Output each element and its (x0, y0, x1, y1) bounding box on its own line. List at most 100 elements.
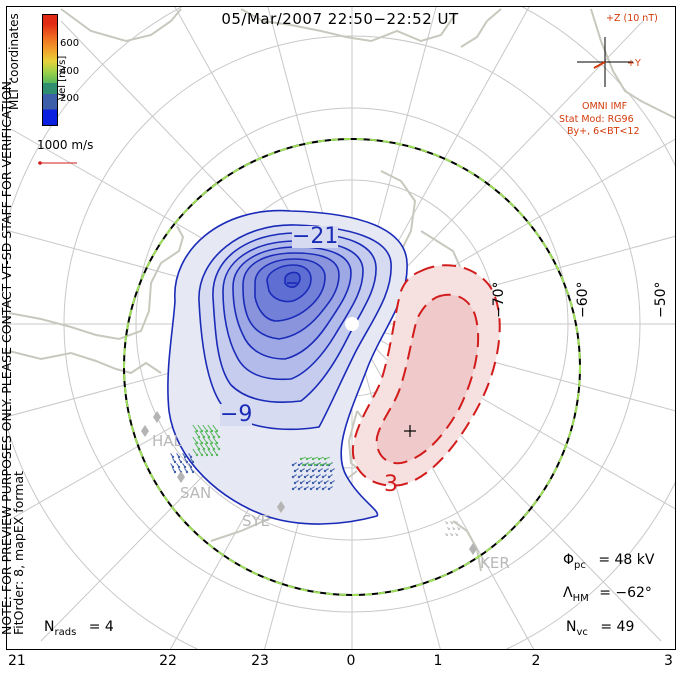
station-label-hal: HAL (152, 432, 182, 450)
velocity-vector-origin (315, 487, 319, 491)
velocity-vector-origin (327, 487, 331, 491)
velocity-vector-origin (293, 469, 297, 473)
velocity-vector-origin (311, 469, 315, 473)
contour-label-minus-21: −21 (292, 224, 339, 249)
velocity-vector (207, 424, 213, 432)
velocity-vector (197, 436, 203, 444)
map-title: 05/Mar/2007 22:50−22:52 UT (221, 10, 459, 28)
mlt-tick-23: 23 (251, 653, 269, 669)
stat-hm-boundary: ΛHM = −62° (563, 585, 652, 604)
velocity-vector-origin (325, 463, 329, 467)
velocity-vector-origin (303, 487, 307, 491)
velocity-vector-origin (450, 521, 454, 525)
velocity-vector (214, 442, 220, 450)
velocity-vector-origin (317, 481, 321, 485)
stat-hm-value: = −62° (599, 585, 652, 601)
velocity-vector-origin (210, 453, 214, 457)
velocity-reference-label: 1000 m/s (37, 138, 94, 152)
imf-z-label: +Z (10 nT) (606, 13, 658, 24)
velocity-vector (194, 430, 200, 438)
radar-site-marker (469, 543, 477, 555)
velocity-vector-origin (321, 487, 325, 491)
preview-note: NOTE: FOR PREVIEW PURPOSES ONLY. PLEASE … (0, 77, 26, 635)
velocity-vector-origin (183, 455, 187, 459)
imf-omni-label: OMNI IMF (582, 101, 628, 112)
heppner-maynard-boundary-dash (123, 138, 581, 596)
velocity-vector-origin (309, 487, 313, 491)
stat-vector-count: Nvc = 49 (566, 619, 634, 638)
imf-y-label: +Y (627, 58, 641, 69)
radar-site-marker (153, 411, 161, 423)
contour-label-3: 3 (384, 472, 398, 497)
velocity-vector (192, 424, 198, 432)
colorbar-tick-600: 600 (60, 38, 80, 49)
radar-site-marker (141, 425, 149, 437)
velocity-vector (202, 436, 208, 444)
velocity-vector (202, 448, 208, 456)
velocity-vector (212, 424, 218, 432)
velocity-vector-origin (297, 463, 301, 467)
velocity-vector (194, 442, 200, 450)
velocity-vector-origin (305, 481, 309, 485)
imf-stat-model: Stat Mod: RG96 (559, 114, 634, 125)
velocity-vector-origin (191, 470, 195, 474)
positive-potential-cell (351, 264, 501, 487)
velocity-vector-origin (217, 435, 221, 439)
velocity-vector-origin (189, 465, 193, 469)
latitude-label-70: −70° (491, 281, 507, 318)
velocity-vector-origin (317, 457, 321, 461)
stat-nvc-symbol: N (566, 619, 577, 635)
velocity-vector (197, 424, 203, 432)
velocity-vector-origin (323, 457, 327, 461)
colorbar-label: Vel [m/s] (57, 55, 68, 100)
velocity-vector (204, 442, 210, 450)
stat-nvc-value: = 49 (600, 619, 635, 635)
velocity-vector-origin (173, 460, 177, 464)
stat-hm-symbol: Λ (563, 585, 573, 601)
velocity-vector (199, 442, 205, 450)
colorbar-tick-200: 200 (60, 93, 80, 104)
velocity-vector-origin (307, 463, 311, 467)
velocity-vector (209, 442, 215, 450)
velocity-vector-origin (205, 453, 209, 457)
imf-stat-conditions: By+, 6<BT<12 (567, 126, 640, 137)
velocity-vector-origin (457, 527, 461, 531)
velocity-vector-origin (317, 469, 321, 473)
velocity-vector-origin (452, 527, 456, 531)
mlt-tick-1: 1 (433, 653, 443, 669)
velocity-reference-vector (38, 161, 77, 165)
stat-nrads-value: = 4 (88, 619, 114, 635)
velocity-vector (192, 436, 198, 444)
pole-marker (345, 317, 359, 331)
velocity-vector-origin (185, 470, 189, 474)
velocity-vector-origin (185, 460, 189, 464)
velocity-vector-origin (450, 533, 454, 537)
map-frame (6, 6, 676, 650)
contour-label-minus-9: −9 (220, 402, 253, 427)
stat-hm-sub: HM (572, 592, 589, 604)
velocity-vector-origin (299, 481, 303, 485)
velocity-vector (209, 430, 215, 438)
station-label-sye: SYE (242, 512, 271, 530)
velocity-vector-origin (313, 463, 317, 467)
velocity-vector-origin (183, 465, 187, 469)
latitude-label-60: −60° (575, 281, 591, 318)
mlt-tick-3: 3 (664, 653, 673, 669)
velocity-vector-origin (215, 453, 219, 457)
velocity-vector-origin (297, 475, 301, 479)
velocity-vector-origin (200, 429, 204, 433)
latitude-label-50: −50° (653, 281, 669, 318)
velocity-vector-origin (447, 527, 451, 531)
mlt-tick-2: 2 (531, 653, 541, 669)
velocity-vector-origin (195, 441, 199, 445)
velocity-vector (204, 430, 210, 438)
velocity-vector (207, 448, 213, 456)
velocity-vector-origin (319, 463, 323, 467)
velocity-vector-origin (299, 469, 303, 473)
velocity-colorbar (42, 14, 58, 126)
velocity-vector-origin (215, 441, 219, 445)
velocity-vector-origin (293, 481, 297, 485)
velocity-vector-origin (191, 460, 195, 464)
mlt-tick-21: 21 (8, 653, 26, 669)
mlt-tick-22: 22 (159, 653, 177, 669)
